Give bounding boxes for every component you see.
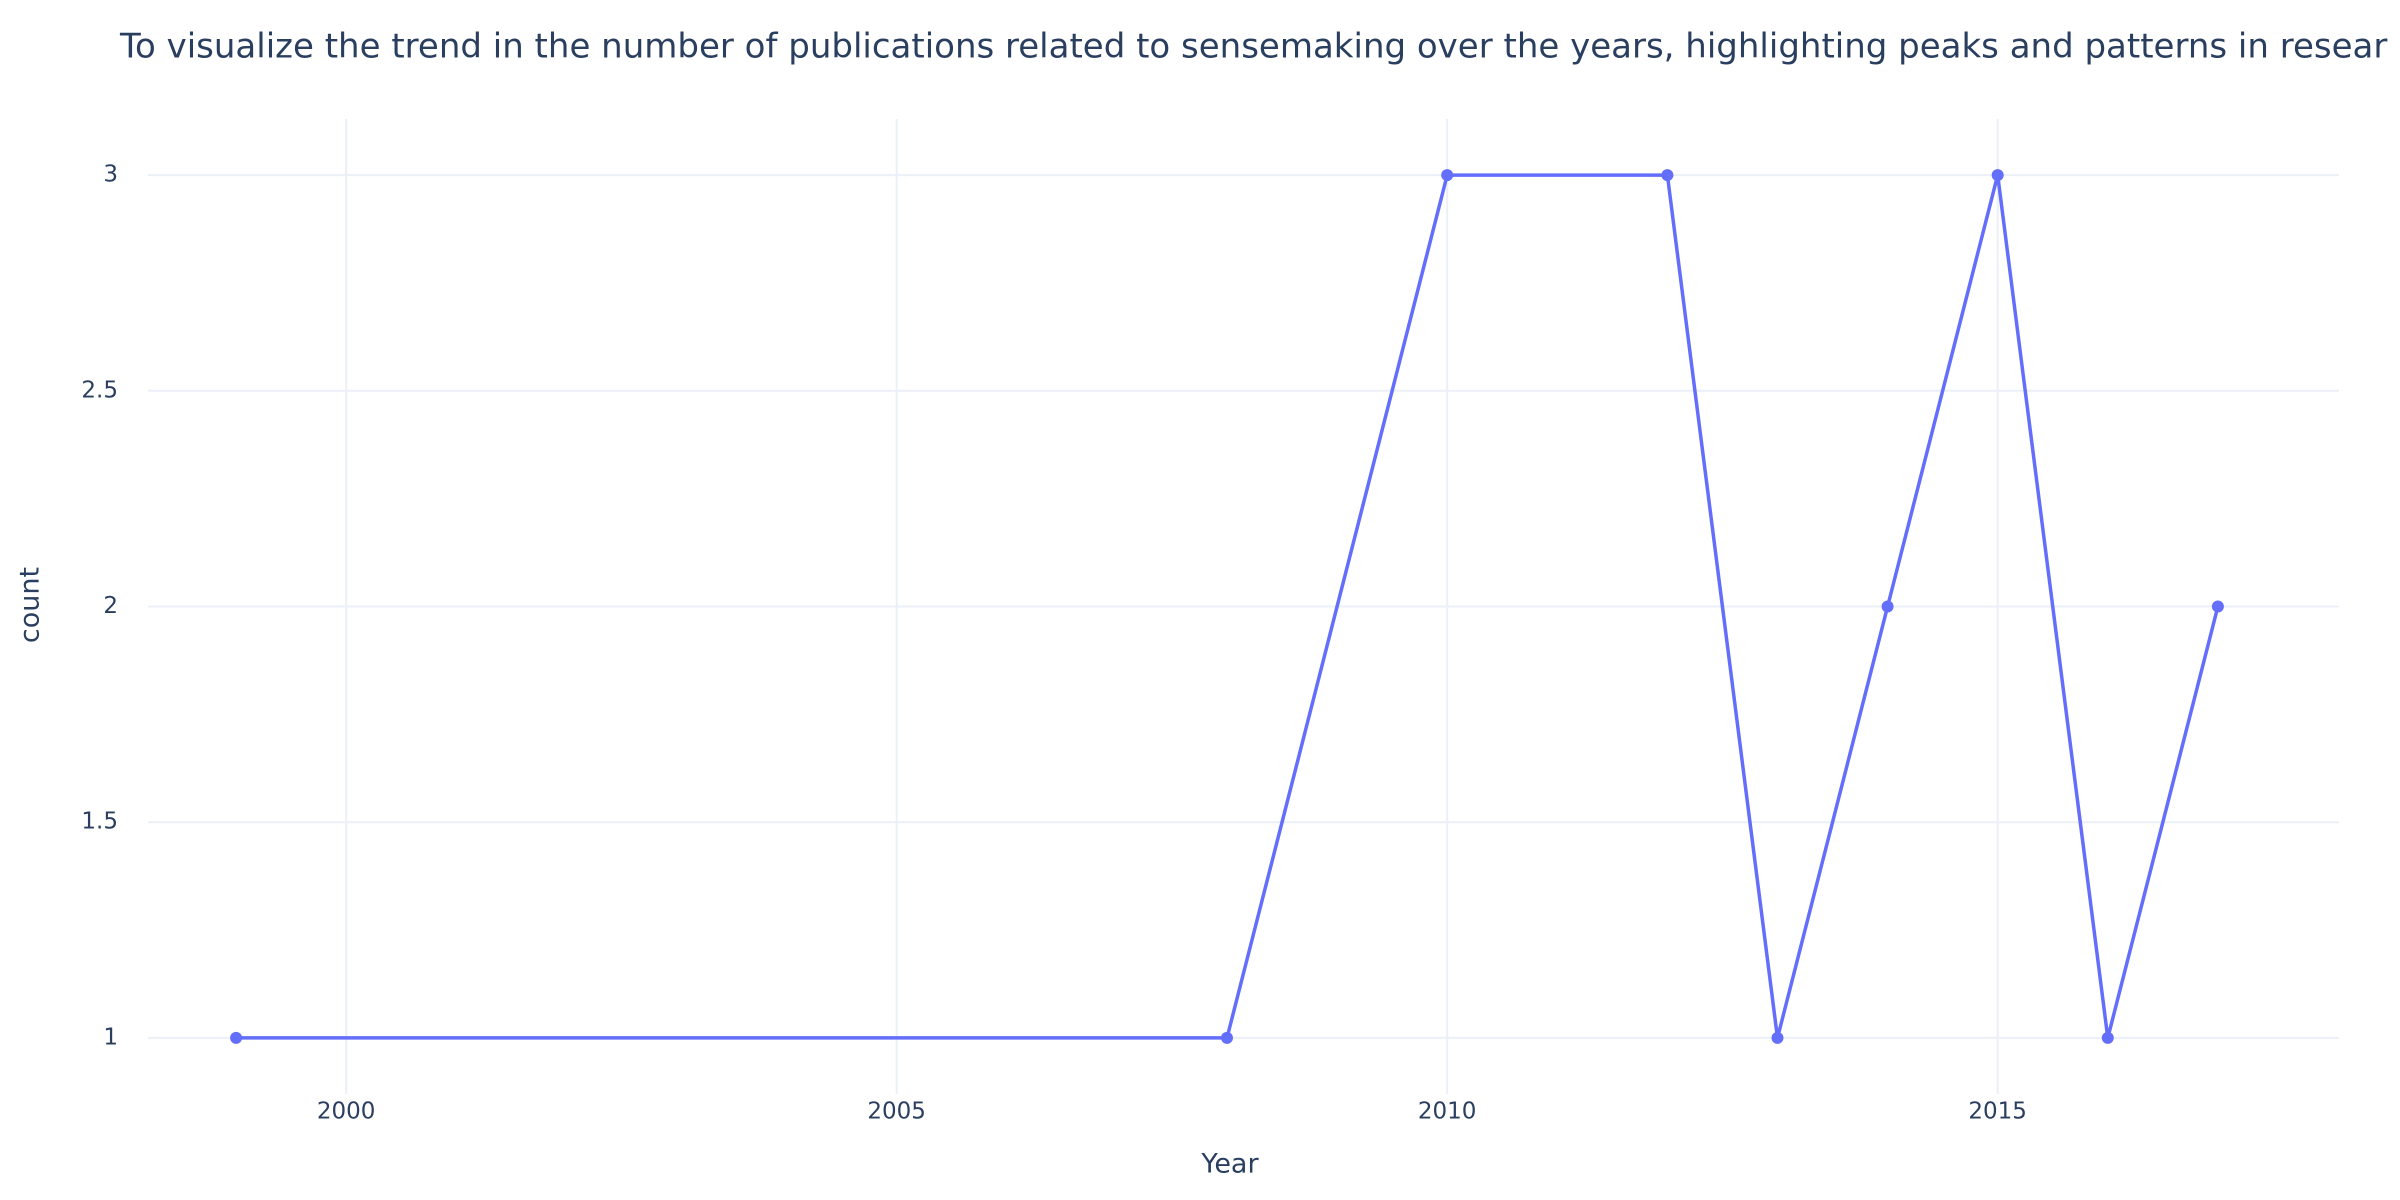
x-tick-label: 2010 — [1418, 1099, 1477, 1125]
point — [2211, 600, 2224, 613]
y-tick-label: 2.5 — [81, 377, 118, 403]
point — [1220, 1031, 1233, 1044]
x-axis-title: Year — [1200, 1149, 1259, 1180]
chart-title: To visualize the trend in the number of … — [119, 27, 2387, 67]
point — [1991, 169, 2004, 182]
y-tick-label: 3 — [103, 162, 118, 188]
y-tick-label: 1.5 — [81, 809, 118, 835]
y-tick-label: 1 — [103, 1024, 118, 1050]
point — [230, 1031, 243, 1044]
y-axis-title: count — [15, 567, 46, 643]
x-tick-label: 2005 — [867, 1099, 926, 1125]
point — [1441, 169, 1454, 182]
x-tick-label: 2000 — [317, 1099, 376, 1125]
point — [1881, 600, 1894, 613]
point — [1771, 1031, 1784, 1044]
y-tick-label: 2 — [103, 593, 118, 619]
point — [1661, 169, 1674, 182]
x-tick-label: 2015 — [1968, 1099, 2027, 1125]
point — [2101, 1031, 2114, 1044]
